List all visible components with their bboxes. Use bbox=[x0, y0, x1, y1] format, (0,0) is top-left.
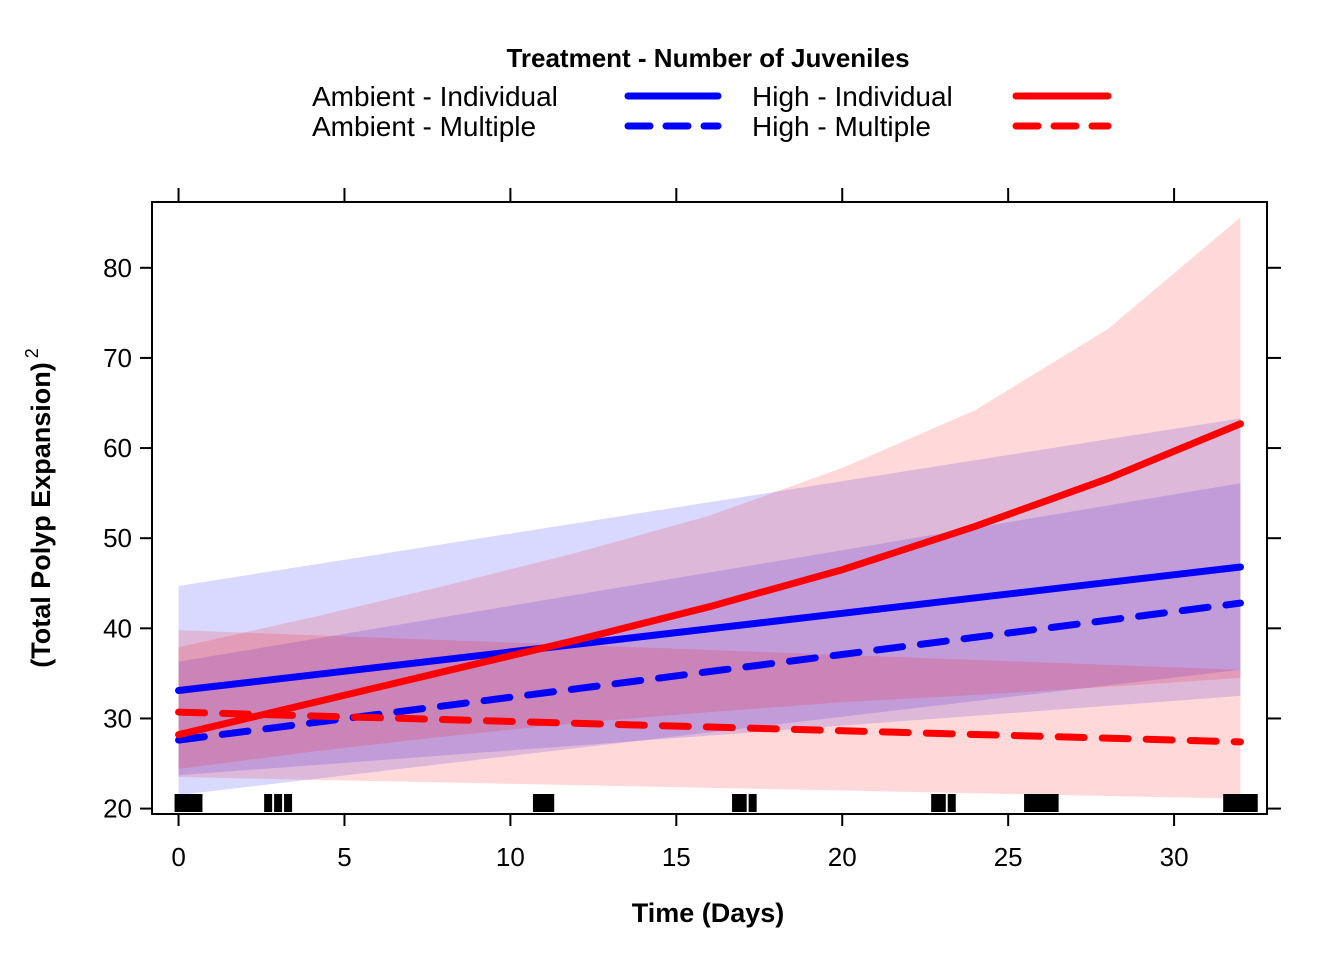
band-high-individual bbox=[178, 217, 1241, 769]
x-axis: 0 5 10 15 20 25 30 bbox=[171, 188, 1189, 872]
y-tick-label: 50 bbox=[103, 523, 132, 553]
legend-entry-label: High - Multiple bbox=[752, 111, 931, 142]
legend-entry: High - Individual bbox=[752, 81, 1112, 112]
y-tick-label: 60 bbox=[103, 433, 132, 463]
x-tick-label: 5 bbox=[337, 842, 351, 872]
legend-title: Treatment - Number of Juveniles bbox=[506, 43, 909, 73]
x-tick-label: 10 bbox=[496, 842, 525, 872]
line-high-individual bbox=[175, 420, 1244, 739]
y-axis-label-superscript: 2 bbox=[22, 348, 42, 358]
legend-entry: High - Multiple bbox=[752, 111, 1112, 142]
y-tick-label: 20 bbox=[103, 794, 132, 824]
x-tick-label: 25 bbox=[994, 842, 1023, 872]
y-tick-label: 80 bbox=[103, 253, 132, 283]
rug-marks bbox=[174, 794, 1258, 812]
y-tick-label: 40 bbox=[103, 613, 132, 643]
x-tick-label: 20 bbox=[828, 842, 857, 872]
line-ambient-individual bbox=[175, 563, 1244, 695]
confidence-bands bbox=[178, 217, 1241, 799]
legend-entry-label: Ambient - Multiple bbox=[312, 111, 536, 142]
y-axis-label: (Total Polyp Expansion) 2 bbox=[22, 348, 56, 668]
line-high-multiple bbox=[175, 708, 1244, 746]
x-tick-label: 30 bbox=[1160, 842, 1189, 872]
y-axis: 20 30 40 50 60 70 80 bbox=[103, 253, 1281, 824]
y-tick-label: 30 bbox=[103, 703, 132, 733]
x-axis-label: Time (Days) bbox=[632, 898, 785, 928]
x-tick-label: 15 bbox=[662, 842, 691, 872]
legend-entry: Ambient - Individual bbox=[312, 81, 722, 112]
x-tick-label: 0 bbox=[171, 842, 185, 872]
legend: Treatment - Number of Juveniles Ambient … bbox=[312, 43, 1112, 142]
legend-entry: Ambient - Multiple bbox=[312, 111, 722, 142]
legend-entry-label: High - Individual bbox=[752, 81, 953, 112]
series-lines bbox=[175, 420, 1244, 746]
y-axis-label-main: (Total Polyp Expansion) bbox=[26, 362, 56, 668]
plot-frame bbox=[151, 201, 1268, 815]
y-tick-label: 70 bbox=[103, 343, 132, 373]
legend-entry-label: Ambient - Individual bbox=[312, 81, 558, 112]
